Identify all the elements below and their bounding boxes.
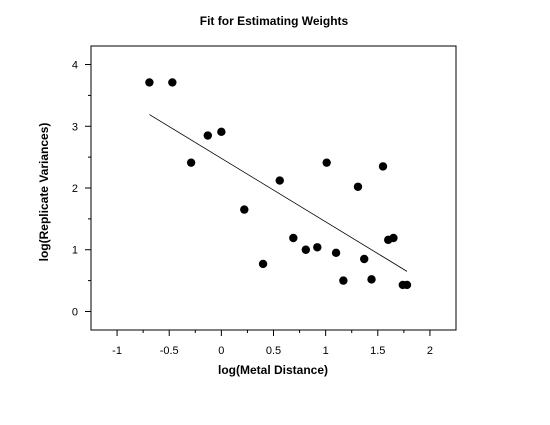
x-tick-label: 1: [323, 345, 329, 357]
y-axis-ticks: 0 1 2 3 4: [72, 60, 91, 318]
data-point: [360, 254, 369, 264]
y-tick-label: 3: [72, 121, 78, 133]
y-tick-label: 1: [72, 245, 78, 257]
data-point: [145, 78, 154, 87]
x-tick-label: 1.5: [370, 345, 385, 357]
data-point: [289, 233, 298, 243]
data-point: [301, 245, 311, 254]
data-point: [203, 131, 212, 140]
data-point: [168, 78, 177, 87]
x-tick-label: 2: [427, 345, 433, 357]
x-tick-label: 0.5: [266, 345, 281, 357]
data-point: [353, 182, 363, 191]
y-tick-label: 0: [72, 306, 78, 318]
data-point: [402, 280, 412, 290]
data-point: [367, 275, 376, 284]
x-tick-label: -0.5: [160, 345, 179, 357]
data-point: [322, 158, 331, 167]
y-axis-label: log(Replicate Variances): [37, 123, 51, 262]
data-point: [339, 276, 348, 285]
data-point: [240, 205, 249, 214]
data-point: [275, 176, 284, 185]
y-tick-label: 2: [72, 183, 78, 195]
fit-line: [149, 114, 408, 272]
data-point: [313, 243, 322, 252]
data-point: [186, 158, 196, 167]
x-axis-label: log(Metal Distance): [218, 363, 328, 377]
x-axis-ticks: -1 -0.5 0 0.5 1 1.5 2: [112, 330, 433, 357]
x-tick-label: -1: [112, 345, 122, 357]
data-point: [389, 233, 398, 243]
x-tick-label: 0: [218, 345, 224, 357]
data-point: [378, 162, 388, 171]
data-point: [217, 127, 226, 137]
data-points: [145, 78, 412, 290]
y-tick-label: 4: [72, 60, 78, 72]
data-point: [258, 259, 268, 269]
data-point: [331, 248, 341, 258]
fit-line-group: [149, 114, 408, 272]
chart-title: Fit for Estimating Weights: [200, 14, 349, 28]
